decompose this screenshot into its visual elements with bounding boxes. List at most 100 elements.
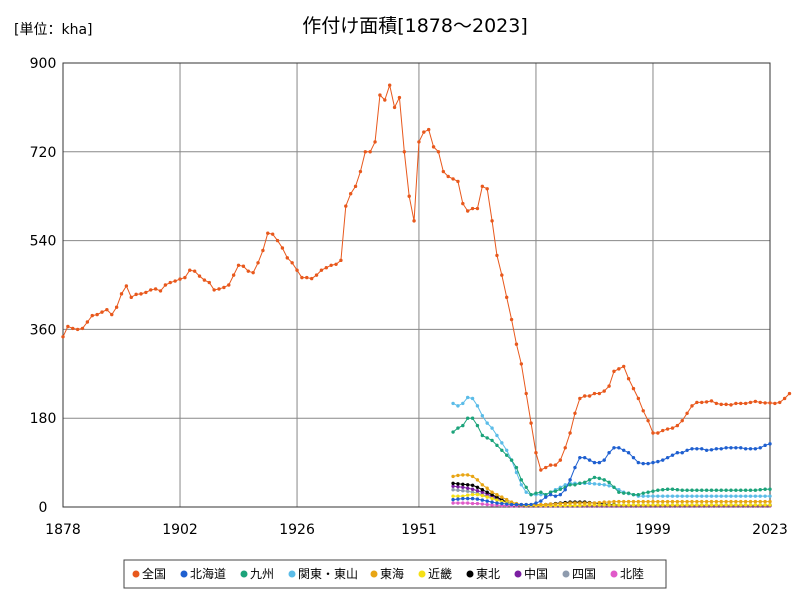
data-point bbox=[665, 487, 670, 491]
data-point bbox=[461, 423, 465, 428]
data-point bbox=[607, 484, 611, 488]
data-point bbox=[758, 503, 762, 507]
data-point bbox=[700, 499, 704, 504]
data-point bbox=[456, 404, 460, 408]
data-point bbox=[475, 206, 480, 211]
data-point bbox=[675, 423, 680, 428]
data-point bbox=[465, 473, 470, 477]
data-point bbox=[700, 503, 704, 507]
data-point bbox=[704, 488, 709, 492]
data-point bbox=[700, 494, 704, 498]
legend-marker bbox=[240, 570, 248, 578]
data-point bbox=[524, 391, 528, 396]
data-point bbox=[314, 273, 319, 277]
data-point bbox=[641, 409, 645, 413]
data-point bbox=[509, 502, 514, 507]
data-point bbox=[61, 335, 65, 339]
data-point bbox=[456, 179, 460, 184]
data-point bbox=[236, 263, 241, 267]
data-point bbox=[85, 320, 90, 324]
y-tick-label: 180 bbox=[30, 411, 57, 427]
data-point bbox=[704, 503, 709, 507]
data-point bbox=[573, 465, 577, 470]
data-point bbox=[465, 395, 470, 400]
data-point bbox=[66, 324, 70, 329]
data-point bbox=[392, 105, 397, 110]
data-point bbox=[636, 492, 641, 497]
data-point bbox=[714, 494, 719, 498]
data-point bbox=[456, 497, 460, 501]
data-point bbox=[524, 485, 528, 489]
data-point bbox=[612, 446, 616, 450]
data-point bbox=[475, 497, 480, 501]
data-point bbox=[456, 501, 460, 505]
data-point bbox=[485, 187, 489, 191]
data-point bbox=[626, 377, 631, 381]
data-point bbox=[153, 287, 158, 291]
data-point bbox=[222, 285, 226, 290]
legend-marker bbox=[562, 570, 570, 578]
data-point bbox=[178, 277, 182, 281]
data-point bbox=[451, 488, 455, 492]
data-point bbox=[685, 503, 689, 507]
data-point bbox=[704, 499, 709, 504]
data-point bbox=[451, 401, 455, 406]
data-point bbox=[622, 491, 626, 495]
data-point bbox=[612, 485, 616, 489]
data-point bbox=[256, 261, 260, 265]
data-point bbox=[451, 481, 455, 486]
data-point bbox=[587, 478, 592, 482]
data-point bbox=[475, 489, 480, 493]
data-point bbox=[573, 483, 577, 487]
data-point bbox=[188, 268, 192, 272]
data-point bbox=[173, 279, 177, 283]
data-point bbox=[183, 275, 187, 280]
data-point bbox=[709, 499, 714, 504]
data-point bbox=[422, 130, 426, 134]
data-point bbox=[626, 503, 631, 507]
data-point bbox=[685, 499, 689, 504]
data-point bbox=[319, 268, 324, 272]
data-point bbox=[631, 492, 636, 497]
data-point bbox=[617, 503, 621, 507]
data-point bbox=[505, 453, 509, 457]
data-point bbox=[729, 503, 733, 507]
data-point bbox=[290, 261, 294, 265]
data-point bbox=[578, 501, 582, 505]
data-point bbox=[568, 431, 572, 435]
x-axis-ticks: 1878 1902 1926 1951 1975 1999 2023 bbox=[45, 522, 788, 538]
data-point bbox=[753, 494, 758, 498]
x-tick-label: 1951 bbox=[401, 522, 437, 538]
data-point bbox=[665, 499, 670, 504]
data-point bbox=[514, 465, 519, 470]
data-point bbox=[753, 447, 758, 451]
data-point bbox=[207, 280, 211, 285]
data-point bbox=[753, 503, 758, 507]
data-point bbox=[212, 288, 216, 292]
data-point bbox=[670, 494, 675, 498]
data-point bbox=[353, 184, 358, 189]
data-point bbox=[763, 499, 767, 504]
data-point bbox=[227, 283, 231, 287]
data-point bbox=[461, 496, 465, 501]
data-point bbox=[295, 268, 299, 272]
data-point bbox=[573, 411, 577, 415]
data-point bbox=[544, 502, 548, 507]
data-point bbox=[480, 502, 485, 506]
data-point bbox=[753, 499, 758, 504]
data-point bbox=[451, 430, 455, 434]
data-point bbox=[670, 503, 675, 507]
data-point bbox=[704, 448, 709, 452]
data-point bbox=[675, 499, 680, 504]
y-tick-label: 900 bbox=[30, 56, 57, 72]
data-point bbox=[578, 455, 582, 460]
data-point bbox=[534, 501, 538, 505]
data-point bbox=[656, 488, 660, 492]
data-point bbox=[719, 488, 723, 492]
data-point bbox=[539, 468, 543, 472]
data-point bbox=[743, 447, 748, 451]
series-group bbox=[61, 83, 792, 508]
data-point bbox=[490, 219, 494, 223]
data-point bbox=[753, 488, 758, 492]
data-point bbox=[426, 127, 431, 132]
